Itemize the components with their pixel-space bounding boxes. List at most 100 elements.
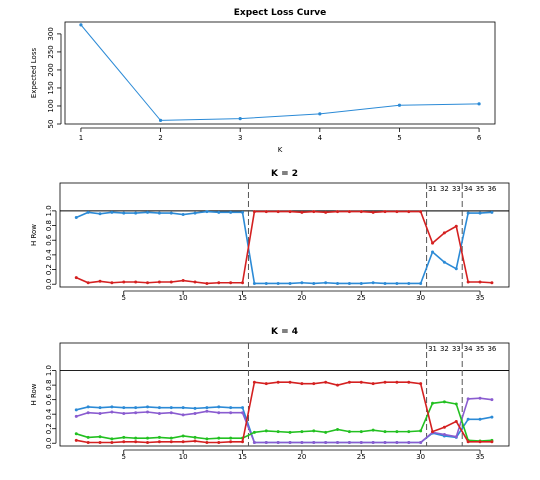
top-label: 34 [464, 185, 473, 193]
x-axis-label: K [278, 146, 283, 154]
data-point-blue [98, 406, 102, 410]
data-point-blue [359, 281, 363, 285]
data-point-red [110, 441, 114, 445]
data-point-purple [229, 411, 233, 415]
data-point-red [74, 438, 78, 442]
data-point-purple [86, 411, 90, 415]
data-point-blue [300, 281, 304, 285]
data-point-red [288, 210, 292, 214]
data-point-red [407, 380, 411, 384]
data-point-green [86, 435, 90, 439]
data-point-green [146, 436, 150, 440]
data-point-blue [395, 281, 399, 285]
data-point-red [490, 440, 494, 444]
data-point-blue [181, 213, 185, 217]
data-point-red [252, 380, 256, 384]
data-point-blue [288, 281, 292, 285]
x-tick-label: 3 [238, 134, 242, 142]
y-tick-label: 0.0 [45, 279, 53, 290]
y-axis-label: H Row [30, 383, 38, 405]
y-tick-label: 0.6 [45, 394, 53, 406]
data-point-red [229, 281, 233, 285]
chart-panel-3: K = 431 32 33 34 35 365 10 15 20 25 30 350.00.20.40… [30, 327, 510, 461]
data-point-red [371, 382, 375, 386]
data-point-red [241, 281, 245, 285]
data-point-red [205, 281, 209, 285]
data-point-blue [217, 405, 221, 409]
data-point-purple [181, 413, 185, 417]
data-point-red [383, 380, 387, 384]
data-point-purple [466, 397, 470, 401]
data-point-blue [205, 210, 209, 214]
data-point-purple [359, 441, 363, 445]
x-tick-label: 35 [476, 294, 485, 302]
data-point-blue [122, 406, 126, 410]
data-point-red [122, 280, 126, 284]
data-point-blue [477, 102, 481, 106]
data-point-purple [324, 441, 328, 445]
data-point-red [98, 441, 102, 445]
data-point-red [312, 210, 316, 214]
x-tick-label: 6 [477, 134, 482, 142]
data-point-blue [169, 406, 173, 410]
data-point-red [98, 279, 102, 283]
data-point-green [288, 430, 292, 434]
plot-frame [59, 182, 510, 288]
data-point-purple [264, 441, 268, 445]
data-point-green [110, 437, 114, 441]
data-point-red [324, 210, 328, 214]
y-tick-label: 0.0 [45, 438, 53, 449]
data-point-blue [169, 211, 173, 215]
series-line-green [76, 401, 492, 442]
series-line-blue [75, 210, 492, 285]
data-point-red [419, 382, 423, 386]
data-point-purple [312, 441, 316, 445]
data-point-red [264, 382, 268, 386]
chart-panel-1: Expect Loss Curve 1 2 3 4 5 6 50 100 150 200 250 300… [30, 8, 496, 154]
data-point-green [431, 401, 435, 405]
data-point-green [229, 436, 233, 440]
data-point-red [169, 440, 173, 444]
data-point-blue [478, 417, 482, 421]
data-point-red [86, 441, 90, 445]
data-point-red [264, 210, 268, 214]
data-point-blue [110, 405, 114, 409]
data-point-red [205, 441, 209, 445]
data-point-purple [454, 435, 458, 439]
data-point-blue [110, 210, 114, 214]
data-point-red [478, 280, 482, 284]
data-point-blue [146, 210, 150, 214]
x-tick-label: 30 [416, 294, 425, 302]
y-tick-label: 150 [47, 81, 55, 94]
y-tick-label: 0.2 [45, 423, 53, 434]
data-point-blue [205, 406, 209, 410]
data-point-purple [157, 411, 161, 415]
x-tick-label: 10 [179, 294, 188, 302]
data-point-blue [134, 406, 138, 410]
plot-frame [64, 21, 496, 125]
data-point-green [359, 430, 363, 434]
data-point-blue [490, 210, 494, 214]
data-point-purple [276, 441, 280, 445]
y-tick-label: 0.8 [45, 220, 53, 231]
data-point-green [193, 435, 197, 439]
data-point-purple [407, 441, 411, 445]
chart-title: Expect Loss Curve [234, 8, 326, 18]
data-point-green [157, 435, 161, 439]
data-point-red [395, 380, 399, 384]
x-tick-label: 4 [318, 134, 323, 142]
data-point-blue [238, 116, 242, 121]
data-point-blue [252, 281, 256, 285]
chart-title: K = 2 [271, 169, 298, 179]
data-point-blue [193, 211, 197, 215]
data-point-green [181, 434, 185, 438]
data-point-blue [442, 260, 446, 264]
y-tick-label: 250 [47, 45, 55, 58]
data-point-blue [217, 210, 221, 214]
data-point-green [442, 400, 446, 404]
data-point-red [157, 440, 161, 444]
x-tick-label: 5 [397, 134, 401, 142]
series-line-red [76, 381, 492, 444]
data-point-red [312, 382, 316, 386]
data-point-blue [466, 417, 470, 421]
